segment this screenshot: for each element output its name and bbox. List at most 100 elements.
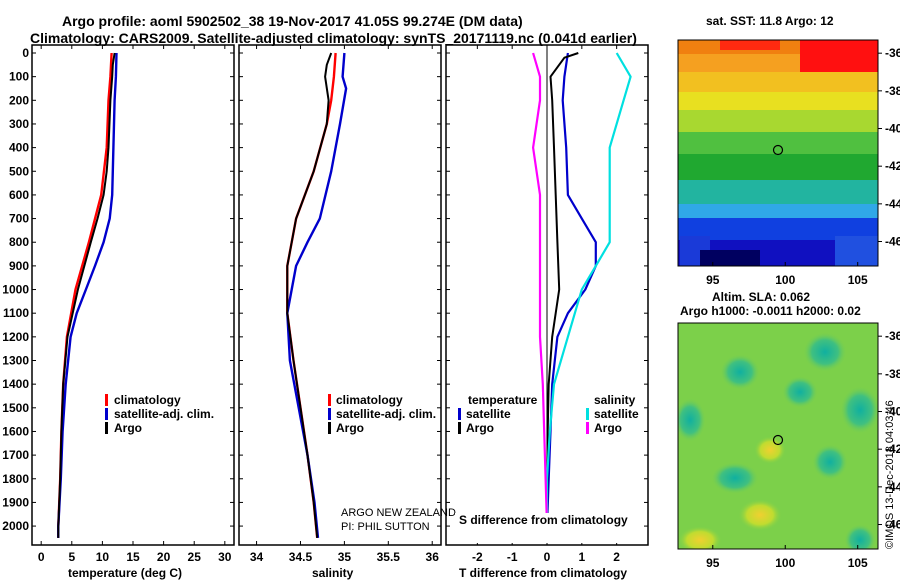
s-difference-label: S difference from climatology: [459, 513, 628, 527]
lat-tick-label: -38: [885, 367, 900, 381]
legend-swatch-climatology: [105, 394, 108, 406]
depth-tick-label: 1600: [2, 424, 29, 438]
imos-watermark: ©IMOS 13-Dec-2018 04:03:46: [884, 400, 896, 549]
lat-tick-label: -40: [885, 405, 900, 419]
series-salinity-satellite: [545, 52, 632, 527]
x-tick-label: 10: [96, 550, 110, 564]
x-tick-label: 34: [250, 550, 264, 564]
argo-location-marker-sla: [772, 434, 784, 446]
lat-tick-label: -36: [885, 329, 900, 343]
argo-location-marker: [772, 144, 784, 156]
x-tick-label: 20: [157, 550, 171, 564]
salinity-panel-frame: [238, 44, 442, 546]
series-argo: [57, 52, 116, 538]
depth-tick-label: 1900: [2, 495, 29, 509]
depth-axis: 0 100 200 300 400 500 600 700 800 900 1000 1100 1200…: [2, 46, 648, 533]
difference-series: [531, 52, 632, 527]
lat-tick-label: -46: [885, 518, 900, 532]
lon-tick-label: 105: [848, 273, 868, 287]
depth-tick-label: 800: [9, 235, 29, 249]
float-note-line-2: PI: PHIL SUTTON: [341, 521, 430, 533]
x-tick-label: 34.5: [289, 550, 313, 564]
lat-tick-label: -42: [885, 159, 900, 173]
depth-tick-label: 1400: [2, 377, 29, 391]
temperature-xlabel: temperature (deg C): [68, 566, 182, 580]
lon-tick-label: 95: [706, 273, 720, 287]
top-axis-backdrop: [455, 513, 643, 543]
legend-t-satellite: satellite: [466, 407, 511, 421]
legend-satellite: satellite-adj. clim.: [114, 407, 214, 421]
legend-argo: Argo: [114, 421, 142, 435]
t-difference-xlabel: T difference from climatology: [459, 566, 627, 580]
lat-tick-label: -36: [885, 46, 900, 60]
series-satellite-adj-clim-: [286, 52, 348, 539]
lat-tick-label: -38: [885, 84, 900, 98]
depth-tick-label: 1800: [2, 472, 29, 486]
legend-swatch-t-satellite: [458, 408, 461, 420]
depth-tick-label: 400: [9, 141, 29, 155]
depth-tick-label: 1500: [2, 401, 29, 415]
depth-tick-label: 1700: [2, 448, 29, 462]
legend-temperature-title: temperature: [468, 393, 538, 407]
legend-s-argo: Argo: [594, 421, 622, 435]
x-tick-label: 15: [126, 550, 140, 564]
lon-tick-label: 100: [775, 556, 795, 570]
x-tick-label: 25: [188, 550, 202, 564]
series-climatology: [57, 52, 113, 538]
legend-s-satellite: satellite: [594, 407, 639, 421]
x-tick-label: 0: [38, 550, 45, 564]
depth-tick-label: 1100: [3, 306, 29, 320]
sla-map-title-2: Argo h1000: -0.0011 h2000: 0.02: [680, 304, 861, 318]
legend-swatch-climatology: [328, 394, 331, 406]
lat-tick-label: -44: [885, 480, 900, 494]
x-tick-label: 35: [338, 550, 352, 564]
temperature-series: [57, 52, 118, 538]
legend-climatology: climatology: [336, 393, 403, 407]
depth-tick-label: 900: [9, 259, 29, 273]
legend-salinity-title: salinity: [594, 393, 636, 407]
title-line-2: Climatology: CARS2009. Satellite-adjuste…: [30, 30, 637, 46]
lat-tick-label: -40: [885, 122, 900, 136]
sla-map: [678, 323, 878, 549]
series-climatology: [286, 52, 337, 539]
series-argo: [286, 52, 333, 538]
legend-t-argo: Argo: [466, 421, 494, 435]
salinity-legend: climatology satellite-adj. clim. Argo: [328, 393, 436, 435]
legend-swatch-s-argo: [586, 422, 589, 434]
legend-swatch-satellite: [328, 408, 331, 420]
sst-map-ticks: -36 -38 -40 -42 -44 -46 95 100 105: [706, 46, 900, 287]
depth-tick-label: 300: [9, 117, 29, 131]
sst-map-frame: [677, 39, 879, 267]
legend-backdrop-left: [450, 392, 542, 434]
depth-tick-label: 2000: [2, 519, 29, 533]
x-tick-label: 0: [544, 550, 551, 564]
salinity-xlabel: salinity: [312, 566, 354, 580]
legend-satellite: satellite-adj. clim.: [336, 407, 436, 421]
x-tick-label: 35.5: [377, 550, 401, 564]
lat-tick-label: -44: [885, 197, 900, 211]
lat-tick-label: -46: [885, 235, 900, 249]
difference-legend: temperature satellite Argo salinity sate…: [450, 392, 644, 435]
x-tick-label: 5: [68, 550, 75, 564]
depth-tick-label: 1300: [2, 354, 29, 368]
depth-tick-label: 500: [9, 164, 29, 178]
lon-tick-label: 95: [706, 556, 720, 570]
x-tick-label: -1: [507, 550, 518, 564]
legend-argo: Argo: [336, 421, 364, 435]
depth-tick-label: 200: [9, 93, 29, 107]
depth-tick-label: 0: [22, 46, 29, 60]
x-tick-label: 2: [613, 550, 620, 564]
x-tick-label: -2: [472, 550, 483, 564]
x-tick-label: 30: [218, 550, 232, 564]
legend-swatch-t-argo: [458, 422, 461, 434]
x-tick-label: 36: [426, 550, 440, 564]
depth-tick-label: 1000: [2, 283, 29, 297]
depth-tick-label: 100: [9, 70, 29, 84]
title-line-1: Argo profile: aoml 5902502_38 19-Nov-201…: [62, 13, 523, 29]
salinity-series: [286, 52, 348, 539]
depth-tick-label: 1200: [2, 330, 29, 344]
float-note-line-1: ARGO NEW ZEALAND: [341, 507, 456, 519]
lat-tick-label: -42: [885, 442, 900, 456]
sla-map-ticks: -36 -38 -40 -42 -44 -46 95 100 105: [706, 329, 900, 570]
